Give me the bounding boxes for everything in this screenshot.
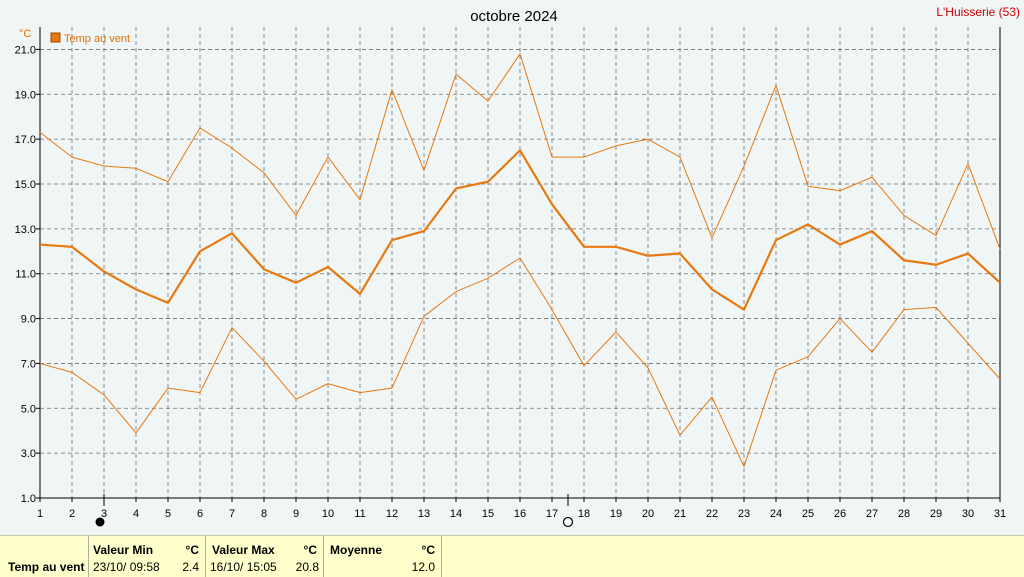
x-tick-label: 20 (642, 508, 654, 520)
x-tick-label: 16 (514, 508, 526, 520)
summary-min-cell: Valeur Min °C 23/10/ 09:58 2.4 (89, 536, 206, 577)
min-unit: °C (185, 543, 199, 557)
grid (40, 27, 1000, 499)
y-tick-label: 3.0 (21, 448, 36, 460)
min-header: Valeur Min (93, 543, 154, 557)
summary-max-cell: Valeur Max °C 16/10/ 15:05 20.8 (206, 536, 324, 577)
max-header: Valeur Max (212, 543, 275, 557)
x-tick-label: 12 (386, 508, 398, 520)
y-tick-label: 15.0 (15, 179, 36, 191)
new-moon-icon (562, 516, 574, 528)
x-tick-label: 21 (674, 508, 686, 520)
x-tick-label: 23 (738, 508, 750, 520)
max-value: 20.8 (295, 560, 319, 574)
y-tick-label: 19.0 (15, 89, 36, 101)
y-tick-label: 7.0 (21, 358, 36, 370)
x-tick-label: 7 (229, 508, 235, 520)
legend-label: Temp au vent (64, 33, 130, 45)
moon-markers (95, 494, 574, 528)
min-value: 2.4 (182, 560, 199, 574)
x-tick-label: 26 (834, 508, 846, 520)
x-tick-label: 25 (802, 508, 814, 520)
summary-label-cell: Temp au vent (0, 536, 89, 577)
x-tick-label: 15 (482, 508, 494, 520)
mean-value: 12.0 (411, 560, 435, 574)
series (39, 53, 1001, 468)
x-tick-label: 1 (37, 508, 43, 520)
y-tick-label: 13.0 (15, 224, 36, 236)
temperature-chart: octobre 2024 L'Huisserie (53) °C Temp au… (15, 5, 1020, 528)
y-tick-label: 17.0 (15, 134, 36, 146)
x-tick-label: 11 (354, 508, 365, 520)
x-tick-label: 10 (322, 508, 334, 520)
x-tick-label: 8 (261, 508, 267, 520)
chart-title: octobre 2024 (470, 8, 558, 25)
summary-row-label: Temp au vent (8, 560, 85, 574)
x-tick-label: 9 (293, 508, 299, 520)
y-tick-label: 1.0 (21, 493, 36, 505)
min-date: 23/10/ 09:58 (93, 560, 160, 574)
summary-bar: Temp au vent Valeur Min °C 23/10/ 09:58 … (0, 535, 1024, 577)
series-line-min (39, 257, 1001, 468)
series-line-mean (39, 149, 1001, 311)
full-moon-icon (95, 517, 105, 527)
x-tick-label: 17 (546, 508, 558, 520)
y-tick-label: 9.0 (21, 314, 36, 326)
max-date: 16/10/ 15:05 (210, 560, 277, 574)
x-tick-label: 3 (101, 508, 107, 520)
x-tick-label: 24 (770, 508, 782, 520)
x-tick-label: 14 (450, 508, 462, 520)
y-tick-label: 5.0 (21, 403, 36, 415)
x-tick-label: 5 (165, 508, 171, 520)
x-tick-label: 28 (898, 508, 910, 520)
mean-header: Moyenne (330, 543, 383, 557)
summary-mean-cell: Moyenne °C 12.0 (324, 536, 442, 577)
y-axis-unit: °C (19, 28, 31, 40)
x-tick-label: 19 (610, 508, 622, 520)
x-tick-label: 29 (930, 508, 942, 520)
mean-unit: °C (421, 543, 435, 557)
x-tick-label: 2 (69, 508, 75, 520)
x-tick-label: 18 (578, 508, 590, 520)
legend-swatch (50, 32, 61, 43)
x-tick-label: 22 (706, 508, 718, 520)
x-tick-label: 6 (197, 508, 203, 520)
y-tick-label: 21.0 (15, 44, 36, 56)
max-unit: °C (303, 543, 317, 557)
tick-labels: 1.0 3.0 5.0 7.0 9.0 11.0 13.0 15.0 17.0 19.0 21.0 1… (15, 44, 1007, 520)
x-tick-label: 27 (866, 508, 878, 520)
x-tick-label: 4 (133, 508, 139, 520)
x-tick-label: 31 (994, 508, 1006, 520)
axes (36, 27, 1001, 502)
x-tick-label: 30 (962, 508, 974, 520)
x-tick-label: 13 (418, 508, 430, 520)
series-line-max (39, 53, 1001, 250)
station-name: L'Huisserie (53) (936, 5, 1020, 19)
y-tick-label: 11.0 (15, 269, 36, 281)
